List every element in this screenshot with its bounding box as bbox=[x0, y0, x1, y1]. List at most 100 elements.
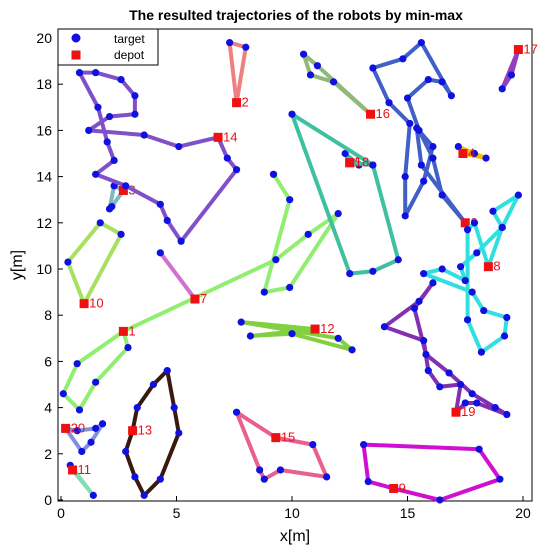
x-tick-label: 15 bbox=[400, 505, 416, 521]
target-point bbox=[256, 466, 264, 474]
depot-label: 13 bbox=[138, 423, 152, 438]
target-point bbox=[436, 496, 444, 504]
target-point bbox=[454, 142, 462, 151]
target-point bbox=[131, 92, 139, 100]
target-point bbox=[399, 55, 407, 63]
trajectory-line bbox=[227, 40, 248, 105]
target-point bbox=[369, 267, 377, 275]
target-point bbox=[491, 404, 499, 412]
depot-label: 20 bbox=[71, 420, 85, 435]
x-tick-label: 5 bbox=[173, 505, 181, 521]
target-point bbox=[323, 473, 331, 481]
target-point bbox=[415, 297, 423, 305]
y-tick-label: 18 bbox=[36, 76, 52, 92]
target-point bbox=[103, 138, 111, 146]
target-point bbox=[496, 475, 504, 483]
target-point bbox=[438, 78, 446, 86]
trajectory-line bbox=[234, 410, 329, 482]
y-axis-label: y[m] bbox=[9, 250, 26, 280]
target-point bbox=[313, 62, 322, 70]
target-point bbox=[156, 200, 164, 208]
target-point bbox=[468, 288, 476, 296]
x-tick-label: 10 bbox=[284, 505, 300, 521]
target-point bbox=[131, 473, 139, 481]
target-point bbox=[124, 343, 132, 352]
depot-label: 18 bbox=[355, 155, 369, 170]
depot-marker bbox=[68, 465, 78, 475]
target-point bbox=[334, 334, 342, 342]
target-point bbox=[87, 438, 95, 446]
depot-label: 9 bbox=[399, 480, 406, 495]
target-point bbox=[463, 226, 472, 234]
target-point bbox=[175, 142, 183, 151]
depot-marker bbox=[190, 294, 200, 304]
depot-marker bbox=[213, 132, 223, 142]
depot-marker bbox=[271, 433, 281, 443]
target-point bbox=[477, 348, 486, 356]
target-point bbox=[175, 429, 183, 437]
y-tick-label: 20 bbox=[36, 30, 52, 46]
depot-label: 1 bbox=[128, 323, 135, 338]
target-point bbox=[438, 191, 446, 199]
target-point bbox=[78, 447, 86, 456]
target-point bbox=[122, 447, 130, 456]
depot-label: 2 bbox=[242, 95, 249, 110]
legend-target-marker bbox=[71, 33, 81, 43]
target-point bbox=[64, 258, 72, 266]
depot-label: 4 bbox=[468, 146, 475, 161]
x-axis-label: x[m] bbox=[280, 528, 310, 545]
robot-trajectory-17: 17 bbox=[498, 42, 538, 93]
target-point bbox=[406, 119, 414, 128]
target-point bbox=[500, 332, 509, 340]
y-tick-label: 6 bbox=[44, 353, 52, 369]
target-point bbox=[470, 219, 479, 227]
target-point bbox=[447, 92, 455, 100]
robot-trajectory-7: 7 bbox=[156, 249, 207, 306]
target-point bbox=[457, 380, 465, 389]
target-point bbox=[514, 191, 522, 199]
chart-title: The resulted trajectories of the robots … bbox=[129, 7, 463, 23]
target-point bbox=[410, 304, 419, 312]
target-point bbox=[223, 154, 231, 162]
target-point bbox=[92, 424, 100, 432]
depot-label: 15 bbox=[281, 430, 295, 445]
target-point bbox=[489, 207, 497, 215]
robot-trajectory-1: 1 bbox=[59, 170, 342, 414]
target-point bbox=[105, 205, 114, 213]
target-point bbox=[473, 399, 481, 407]
target-point bbox=[260, 288, 268, 296]
target-point bbox=[122, 182, 130, 190]
target-point bbox=[498, 85, 506, 93]
target-point bbox=[429, 154, 437, 162]
target-point bbox=[475, 445, 483, 453]
depot-marker bbox=[79, 299, 89, 309]
target-point bbox=[156, 475, 164, 483]
target-point bbox=[94, 103, 102, 111]
depot-label: 8 bbox=[493, 259, 500, 274]
target-point bbox=[269, 170, 278, 178]
target-point bbox=[401, 212, 409, 220]
robot-trajectory-4: 4 bbox=[454, 142, 490, 162]
target-point bbox=[394, 256, 402, 264]
target-point bbox=[417, 161, 425, 169]
target-point bbox=[276, 466, 285, 474]
target-point bbox=[75, 406, 84, 414]
legend: target depot bbox=[57, 28, 159, 66]
robot-trajectory-11: 11 bbox=[66, 461, 97, 499]
target-point bbox=[110, 156, 118, 165]
target-point bbox=[272, 256, 280, 264]
trajectory-line bbox=[500, 47, 521, 91]
target-point bbox=[246, 332, 255, 340]
target-point bbox=[436, 383, 444, 391]
target-point bbox=[117, 230, 125, 238]
depot-marker bbox=[483, 262, 493, 272]
target-point bbox=[96, 219, 104, 227]
target-point bbox=[299, 50, 308, 58]
robot-trajectory-18: 18 bbox=[288, 110, 402, 278]
robot-trajectory-12: 12 bbox=[237, 318, 356, 354]
target-point bbox=[237, 318, 245, 326]
target-point bbox=[348, 346, 356, 354]
target-point bbox=[429, 142, 437, 151]
